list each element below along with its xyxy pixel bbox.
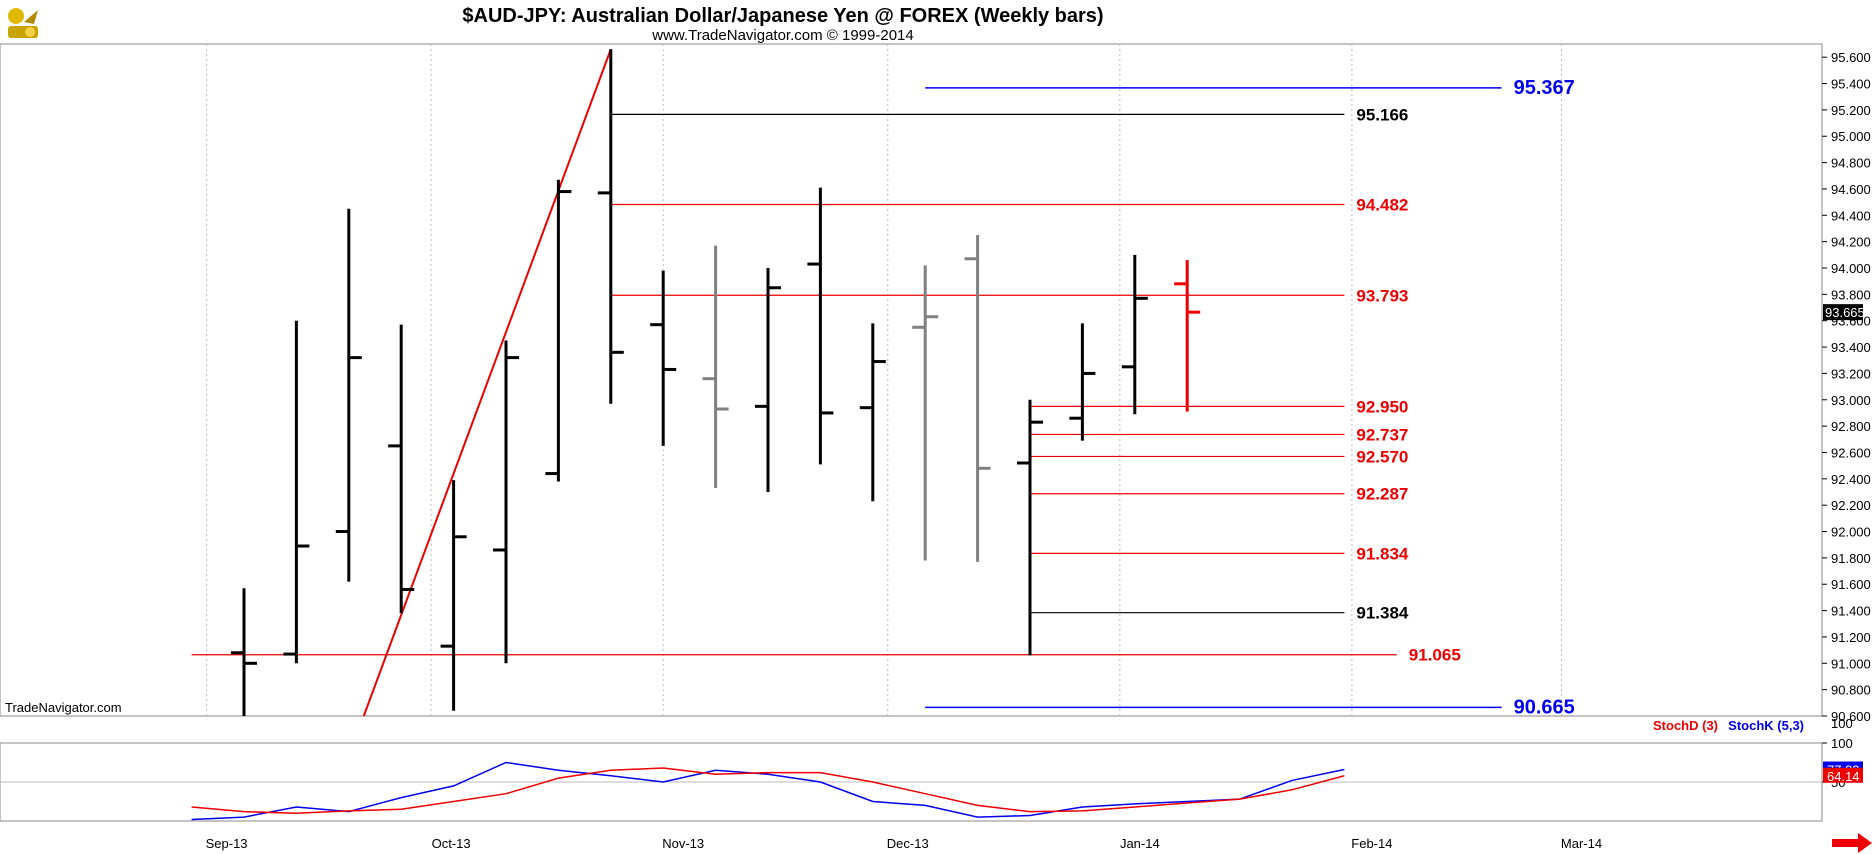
ohlc-bar xyxy=(1174,260,1201,412)
last-price-badge xyxy=(1823,304,1863,321)
chart-subtitle: www.TradeNavigator.com © 1999-2014 xyxy=(651,27,913,44)
date-tick-label: Dec-13 xyxy=(887,836,929,851)
y-tick-label: 91.000 xyxy=(1831,656,1871,671)
y-tick-label: 92.000 xyxy=(1831,525,1871,540)
price-bars xyxy=(231,49,1201,716)
watermark-text: TradeNavigator.com xyxy=(5,700,122,715)
date-tick-label: Nov-13 xyxy=(662,836,704,851)
ohlc-bar xyxy=(231,588,257,716)
stoch-series-line xyxy=(191,761,1345,821)
ohlc-bar xyxy=(807,187,834,465)
ohlc-bar xyxy=(1017,399,1043,656)
y-tick-label: 92.800 xyxy=(1831,419,1871,434)
price-levels: 95.367 95.166 94.482 93.793 92.950 92.737 92.5… xyxy=(191,77,1575,718)
ohlc-bar xyxy=(755,268,781,492)
ohlc-bar xyxy=(912,265,939,561)
ohlc-bar xyxy=(650,270,677,446)
ohlc-bar xyxy=(597,49,624,404)
ohlc-bar xyxy=(1121,254,1148,415)
date-axis: Sep-13 Oct-13 Nov-13 Dec-13 Jan-14 Feb-14 Mar-… xyxy=(206,836,1602,851)
y-tick-label: 90.600 xyxy=(1831,709,1871,724)
date-tick-label: Feb-14 xyxy=(1351,836,1392,851)
y-tick-label: 94.000 xyxy=(1831,261,1871,276)
y-tick-label: 94.200 xyxy=(1831,235,1871,250)
y-tick-label: 94.600 xyxy=(1831,182,1871,197)
y-tick-label: 93.200 xyxy=(1831,366,1871,381)
date-tick-label: Oct-13 xyxy=(432,836,471,851)
ohlc-bar xyxy=(388,324,415,614)
level-label: 92.570 xyxy=(1356,447,1408,466)
stoch-top-label: 100 xyxy=(1831,716,1853,731)
y-tick-label: 90.800 xyxy=(1831,683,1871,698)
level-label: 92.287 xyxy=(1356,485,1408,504)
legend-stochk: StochK (5,3) xyxy=(1728,718,1804,733)
y-tick-label: 93.800 xyxy=(1831,287,1871,302)
level-label: 91.384 xyxy=(1356,604,1409,623)
y-tick-label: 93.000 xyxy=(1831,393,1871,408)
stoch-series-line xyxy=(191,767,1345,814)
level-label: 91.065 xyxy=(1409,646,1461,665)
stoch-tick-label: 100 xyxy=(1831,736,1853,751)
ohlc-bar xyxy=(702,245,729,489)
y-tick-label: 95.600 xyxy=(1831,50,1871,65)
price-panel xyxy=(0,43,1823,717)
y-tick-label: 91.400 xyxy=(1831,604,1871,619)
stoch-last-label: 64.14 xyxy=(1827,769,1860,784)
trade-navigator-logo-icon xyxy=(8,8,38,38)
ohlc-bar xyxy=(1069,323,1096,441)
ohlc-bar xyxy=(440,480,467,711)
y-tick-label: 94.400 xyxy=(1831,208,1871,223)
y-tick-label: 91.800 xyxy=(1831,551,1871,566)
trendline xyxy=(362,48,612,717)
header-band xyxy=(0,0,1876,44)
ohlc-bar xyxy=(859,323,886,502)
y-tick-label: 91.200 xyxy=(1831,630,1871,645)
y-tick-label: 94.800 xyxy=(1831,156,1871,171)
scroll-right-arrow-icon[interactable] xyxy=(1832,833,1872,853)
level-label: 95.166 xyxy=(1356,105,1408,124)
y-tick-label: 92.600 xyxy=(1831,445,1871,460)
y-tick-label: 95.000 xyxy=(1831,129,1871,144)
price-y-axis: 90.600 90.800 91.000 91.200 91.400 91.600 91.8… xyxy=(1822,50,1871,724)
level-label: 92.950 xyxy=(1356,397,1408,416)
level-label: 94.482 xyxy=(1356,195,1408,214)
date-tick-label: Sep-13 xyxy=(206,836,248,851)
y-tick-label: 95.200 xyxy=(1831,103,1871,118)
date-tick-label: Jan-14 xyxy=(1120,836,1160,851)
stoch-last-badge xyxy=(1823,767,1863,783)
ohlc-bar xyxy=(283,320,310,664)
level-label: 95.367 xyxy=(1514,77,1575,99)
date-tick-label: Mar-14 xyxy=(1561,836,1602,851)
level-label: 93.793 xyxy=(1356,286,1408,305)
legend-stochd: StochD (3) xyxy=(1653,718,1718,733)
y-tick-label: 92.200 xyxy=(1831,498,1871,513)
ohlc-bar xyxy=(493,340,519,664)
ohlc-bar xyxy=(335,208,362,582)
y-tick-label: 95.400 xyxy=(1831,77,1871,92)
level-label: 91.834 xyxy=(1356,544,1409,563)
level-label: 92.737 xyxy=(1356,425,1408,444)
y-tick-label: 91.600 xyxy=(1831,577,1871,592)
stochastic-lines: StochD (3) StochK (5,3) xyxy=(0,718,1822,821)
chart-title: $AUD-JPY: Australian Dollar/Japanese Yen… xyxy=(462,5,1103,27)
y-tick-label: 92.400 xyxy=(1831,472,1871,487)
last-price-label: 93.665 xyxy=(1825,305,1865,320)
trendline-segment xyxy=(362,48,612,717)
y-tick-label: 93.400 xyxy=(1831,340,1871,355)
ohlc-bar xyxy=(964,235,991,562)
level-label: 90.665 xyxy=(1514,696,1575,718)
ohlc-bar xyxy=(545,179,572,482)
